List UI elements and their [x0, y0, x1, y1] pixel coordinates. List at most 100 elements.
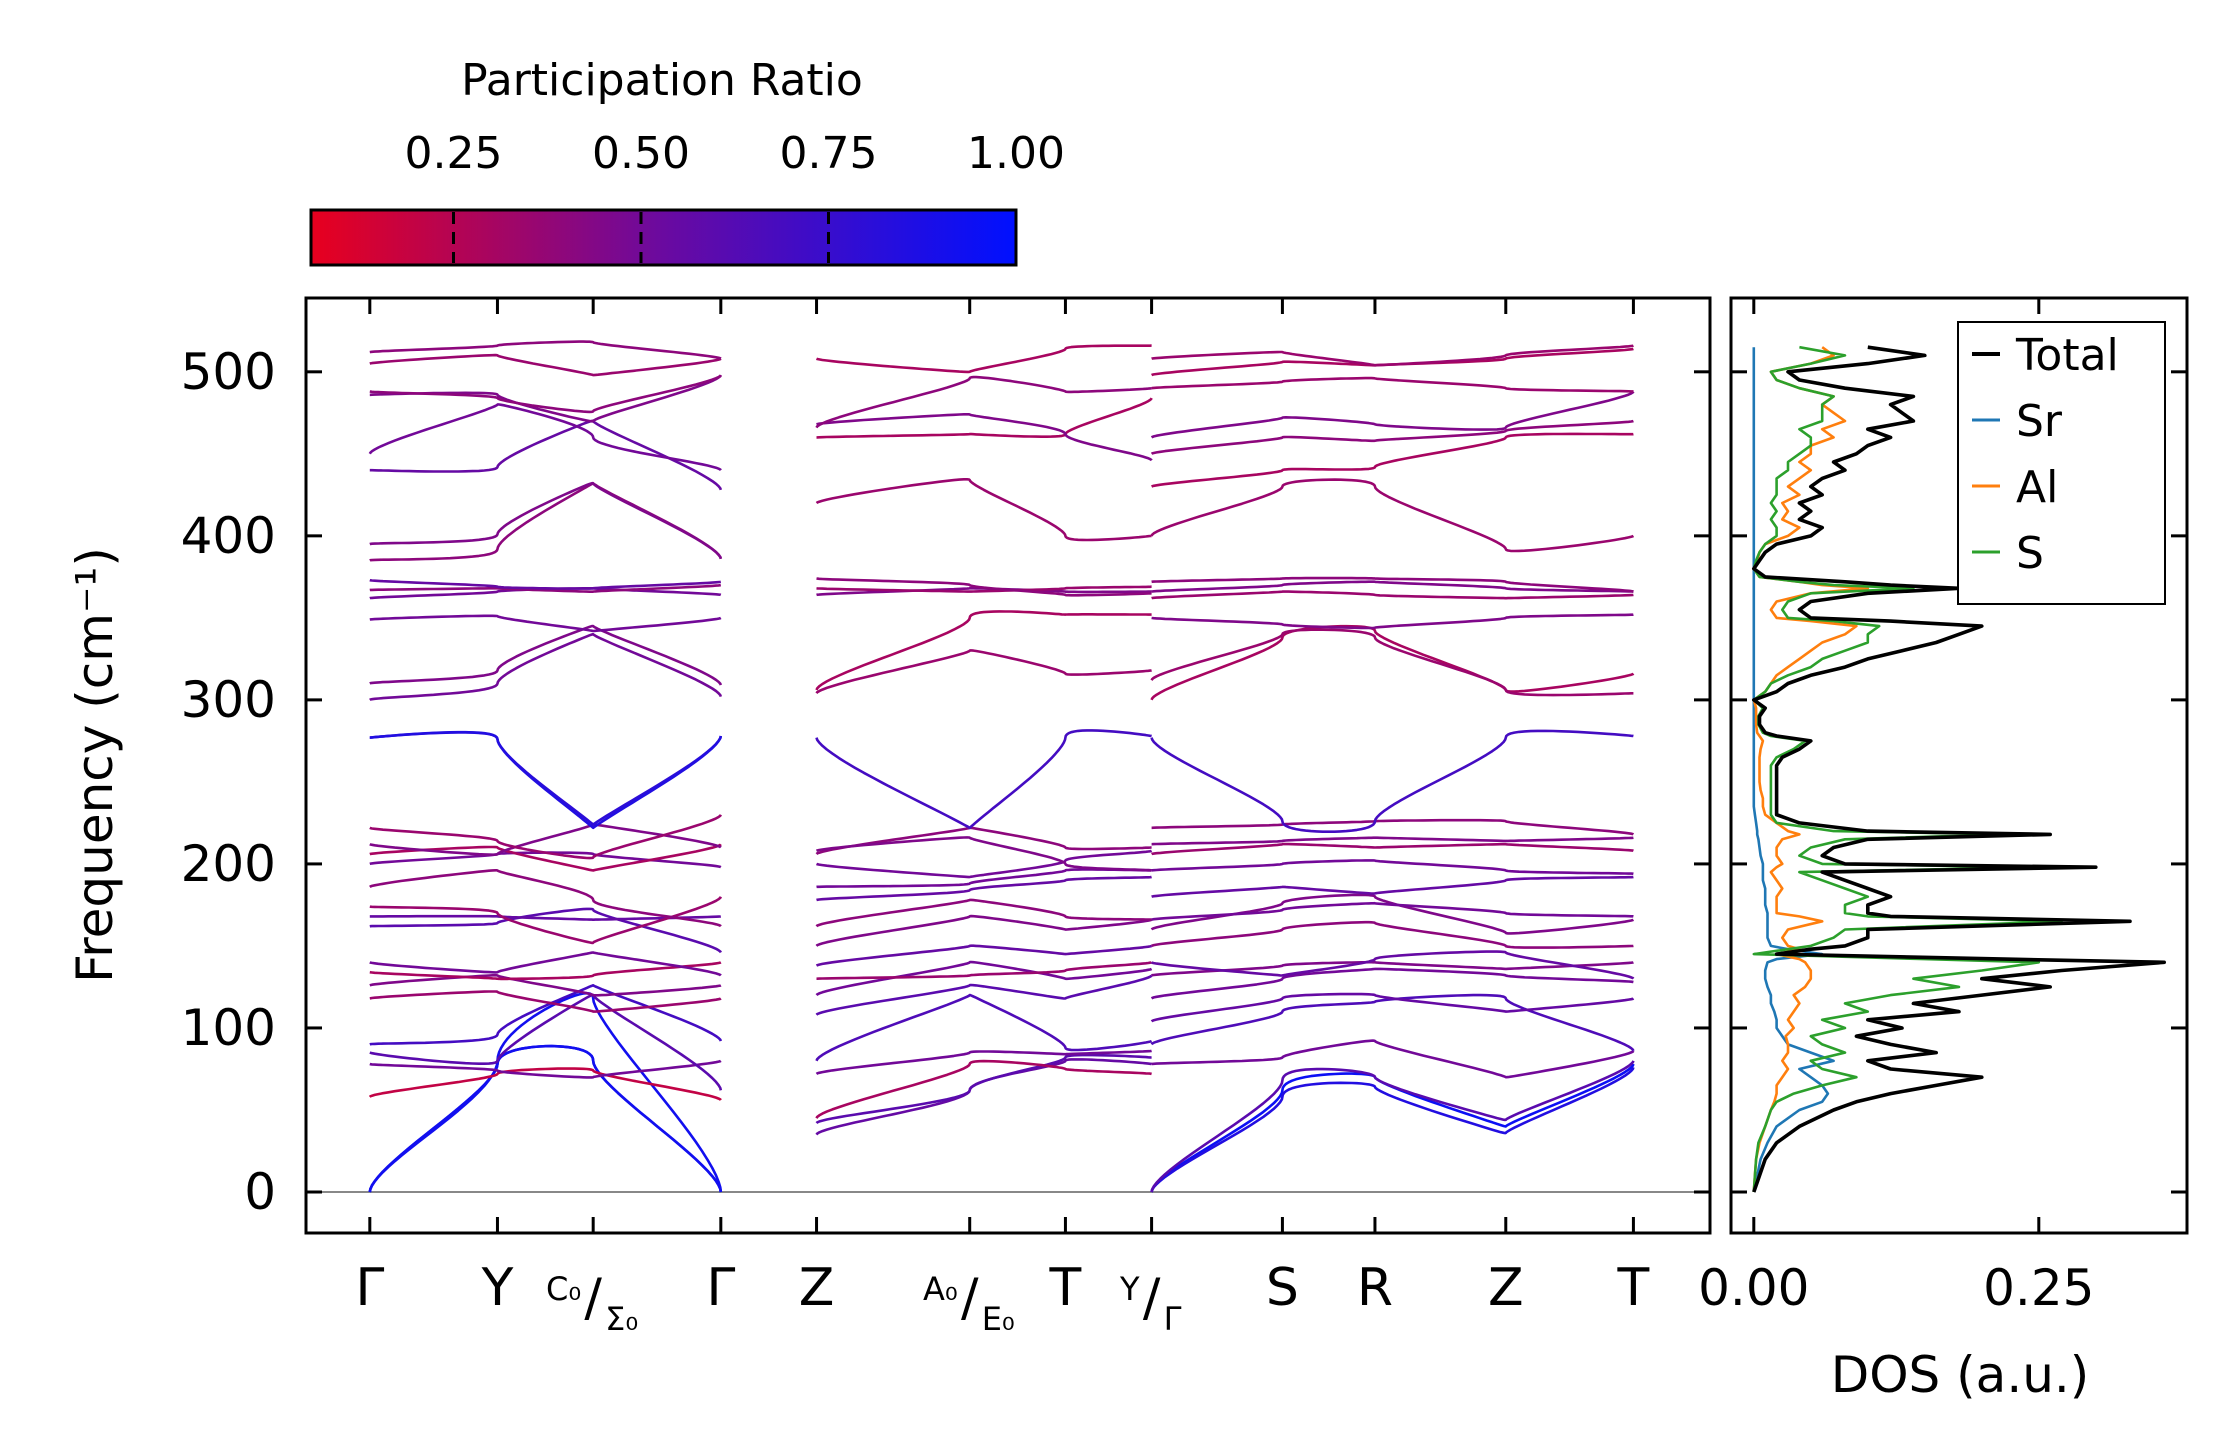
phonon-band-line — [1150, 818, 1635, 836]
symmetry-label: T — [1049, 1258, 1082, 1318]
phonon-band-line — [815, 914, 1153, 947]
symmetry-label-sub: Σ₀ — [605, 1300, 638, 1338]
phonon-band-line — [815, 836, 1153, 872]
phonon-band-line — [1150, 1060, 1635, 1193]
symmetry-label: T — [1617, 1258, 1650, 1318]
legend-label: Al — [2016, 462, 2058, 513]
phonon-band-line — [1150, 376, 1635, 393]
phonon-band-line — [369, 907, 722, 954]
symmetry-label-slash: / — [584, 1268, 602, 1328]
phonon-band-line — [1150, 432, 1635, 488]
phonon-band-line — [1150, 344, 1635, 367]
phonon-bands — [368, 340, 1635, 1193]
phonon-band-line — [815, 974, 1153, 1016]
phonon-band-line — [369, 374, 722, 414]
legend-entries: Total Sr Al S — [1972, 330, 2119, 579]
phonon-band-line — [1150, 836, 1635, 846]
dos-xtick-label: 0.00 — [1698, 1259, 1809, 1317]
dos-plot-frame — [1729, 296, 2189, 1235]
phonon-band-line — [815, 898, 1153, 928]
symmetry-label-super: Y — [1119, 1270, 1140, 1308]
phonon-band-line — [1150, 1066, 1635, 1193]
phonon-band-line — [815, 729, 1153, 830]
phonon-band-line — [369, 578, 722, 590]
phonon-band-line — [815, 826, 1153, 856]
phonon-band-line — [1150, 893, 1635, 935]
symmetry-label-slash: / — [961, 1268, 979, 1328]
phonon-band-line — [369, 374, 722, 423]
symmetry-label-slash: / — [1143, 1268, 1161, 1328]
phonon-band-line — [815, 344, 1153, 374]
symmetry-label: R — [1357, 1258, 1393, 1318]
legend-label: S — [2016, 528, 2044, 579]
dos-axes — [1731, 298, 2187, 1233]
legend-label: Total — [2015, 330, 2119, 381]
phonon-band-line — [1150, 590, 1635, 600]
phonon-band-line — [1150, 920, 1635, 949]
high-symmetry-labels: Γ Y C₀ / Σ₀Γ Z A₀ / E₀T Y / ΓS R Z T — [355, 1258, 1649, 1338]
phonon-band-line — [815, 478, 1153, 542]
phonon-band-line — [1150, 875, 1635, 898]
phonon-band-line — [815, 610, 1153, 691]
phonon-band-line — [369, 481, 723, 560]
band-ylabel: Frequency (cm⁻¹) — [66, 547, 124, 983]
band-ytick-labels: 0 100 200 300 400 500 — [181, 343, 276, 1221]
phonon-band-line — [369, 993, 723, 1091]
symmetry-label: Z — [1488, 1258, 1524, 1318]
colorbar-tick-label: 1.00 — [967, 128, 1065, 179]
phonon-band-line — [815, 993, 1153, 1062]
phonon-band-line — [369, 419, 723, 491]
symmetry-label: Z — [799, 1258, 835, 1318]
phonon-band-line — [369, 823, 722, 856]
colorbar-tick-label: 0.50 — [592, 128, 690, 179]
dos-panel: 0.00 0.25 DOS (a.u.) Total Sr Al S — [1698, 296, 2189, 1404]
phonon-band-line — [369, 984, 723, 1046]
phonon-band-line — [369, 961, 722, 981]
symmetry-label-super: A₀ — [923, 1270, 958, 1308]
phonon-band-line — [1150, 950, 1635, 980]
legend-frame — [1957, 321, 2166, 605]
dos-line-sr — [1752, 347, 1835, 1193]
phonon-band-line — [368, 991, 723, 1193]
symmetry-label: S — [1266, 1258, 1299, 1318]
phonon-band-line — [1150, 729, 1635, 833]
symmetry-label-sub: E₀ — [982, 1300, 1015, 1338]
phonon-band-line — [369, 632, 723, 701]
phonon-band-line — [815, 849, 1153, 879]
phonon-band-line — [369, 974, 722, 997]
dos-line-total — [1752, 345, 2166, 1193]
dos-xlabel: DOS (a.u.) — [1831, 1346, 2090, 1404]
phonon-band-line — [815, 1053, 1153, 1125]
phonon-band-line — [815, 875, 1153, 902]
dos-xtick-label: 0.25 — [1983, 1259, 2094, 1317]
band-ytick-label: 300 — [181, 671, 276, 729]
phonon-band-line — [369, 614, 722, 633]
phonon-band-line — [815, 413, 1153, 462]
phonon-band-line — [369, 731, 723, 826]
band-ytick-label: 100 — [181, 999, 276, 1057]
phonon-band-line — [1150, 624, 1635, 701]
phonon-band-line — [369, 1059, 722, 1079]
phonon-band-line — [1150, 1039, 1635, 1079]
phonon-band-line — [369, 814, 722, 860]
phonon-band-line — [368, 1044, 723, 1193]
colorbar: Participation Ratio 0.25 0.50 0.75 1.00 — [309, 55, 1065, 267]
phonon-band-line — [368, 403, 722, 471]
legend-label: Sr — [2016, 396, 2063, 447]
phonon-band-line — [815, 577, 1153, 597]
band-plot-frame — [304, 296, 1712, 1235]
phonon-band-line — [369, 624, 723, 686]
phonon-band-line — [369, 843, 722, 872]
colorbar-tick-label: 0.75 — [780, 128, 878, 179]
phonon-band-line — [1150, 347, 1635, 377]
phonon-band-line — [1150, 419, 1635, 455]
phonon-band-line — [1150, 390, 1635, 439]
band-ytick-label: 500 — [181, 343, 276, 401]
band-axes — [306, 298, 1710, 1233]
symmetry-label: Γ — [355, 1258, 384, 1318]
phonon-band-line — [369, 482, 723, 562]
phonon-band-line — [368, 1067, 722, 1101]
phonon-band-line — [1150, 901, 1635, 921]
phonon-band-line — [815, 649, 1153, 695]
